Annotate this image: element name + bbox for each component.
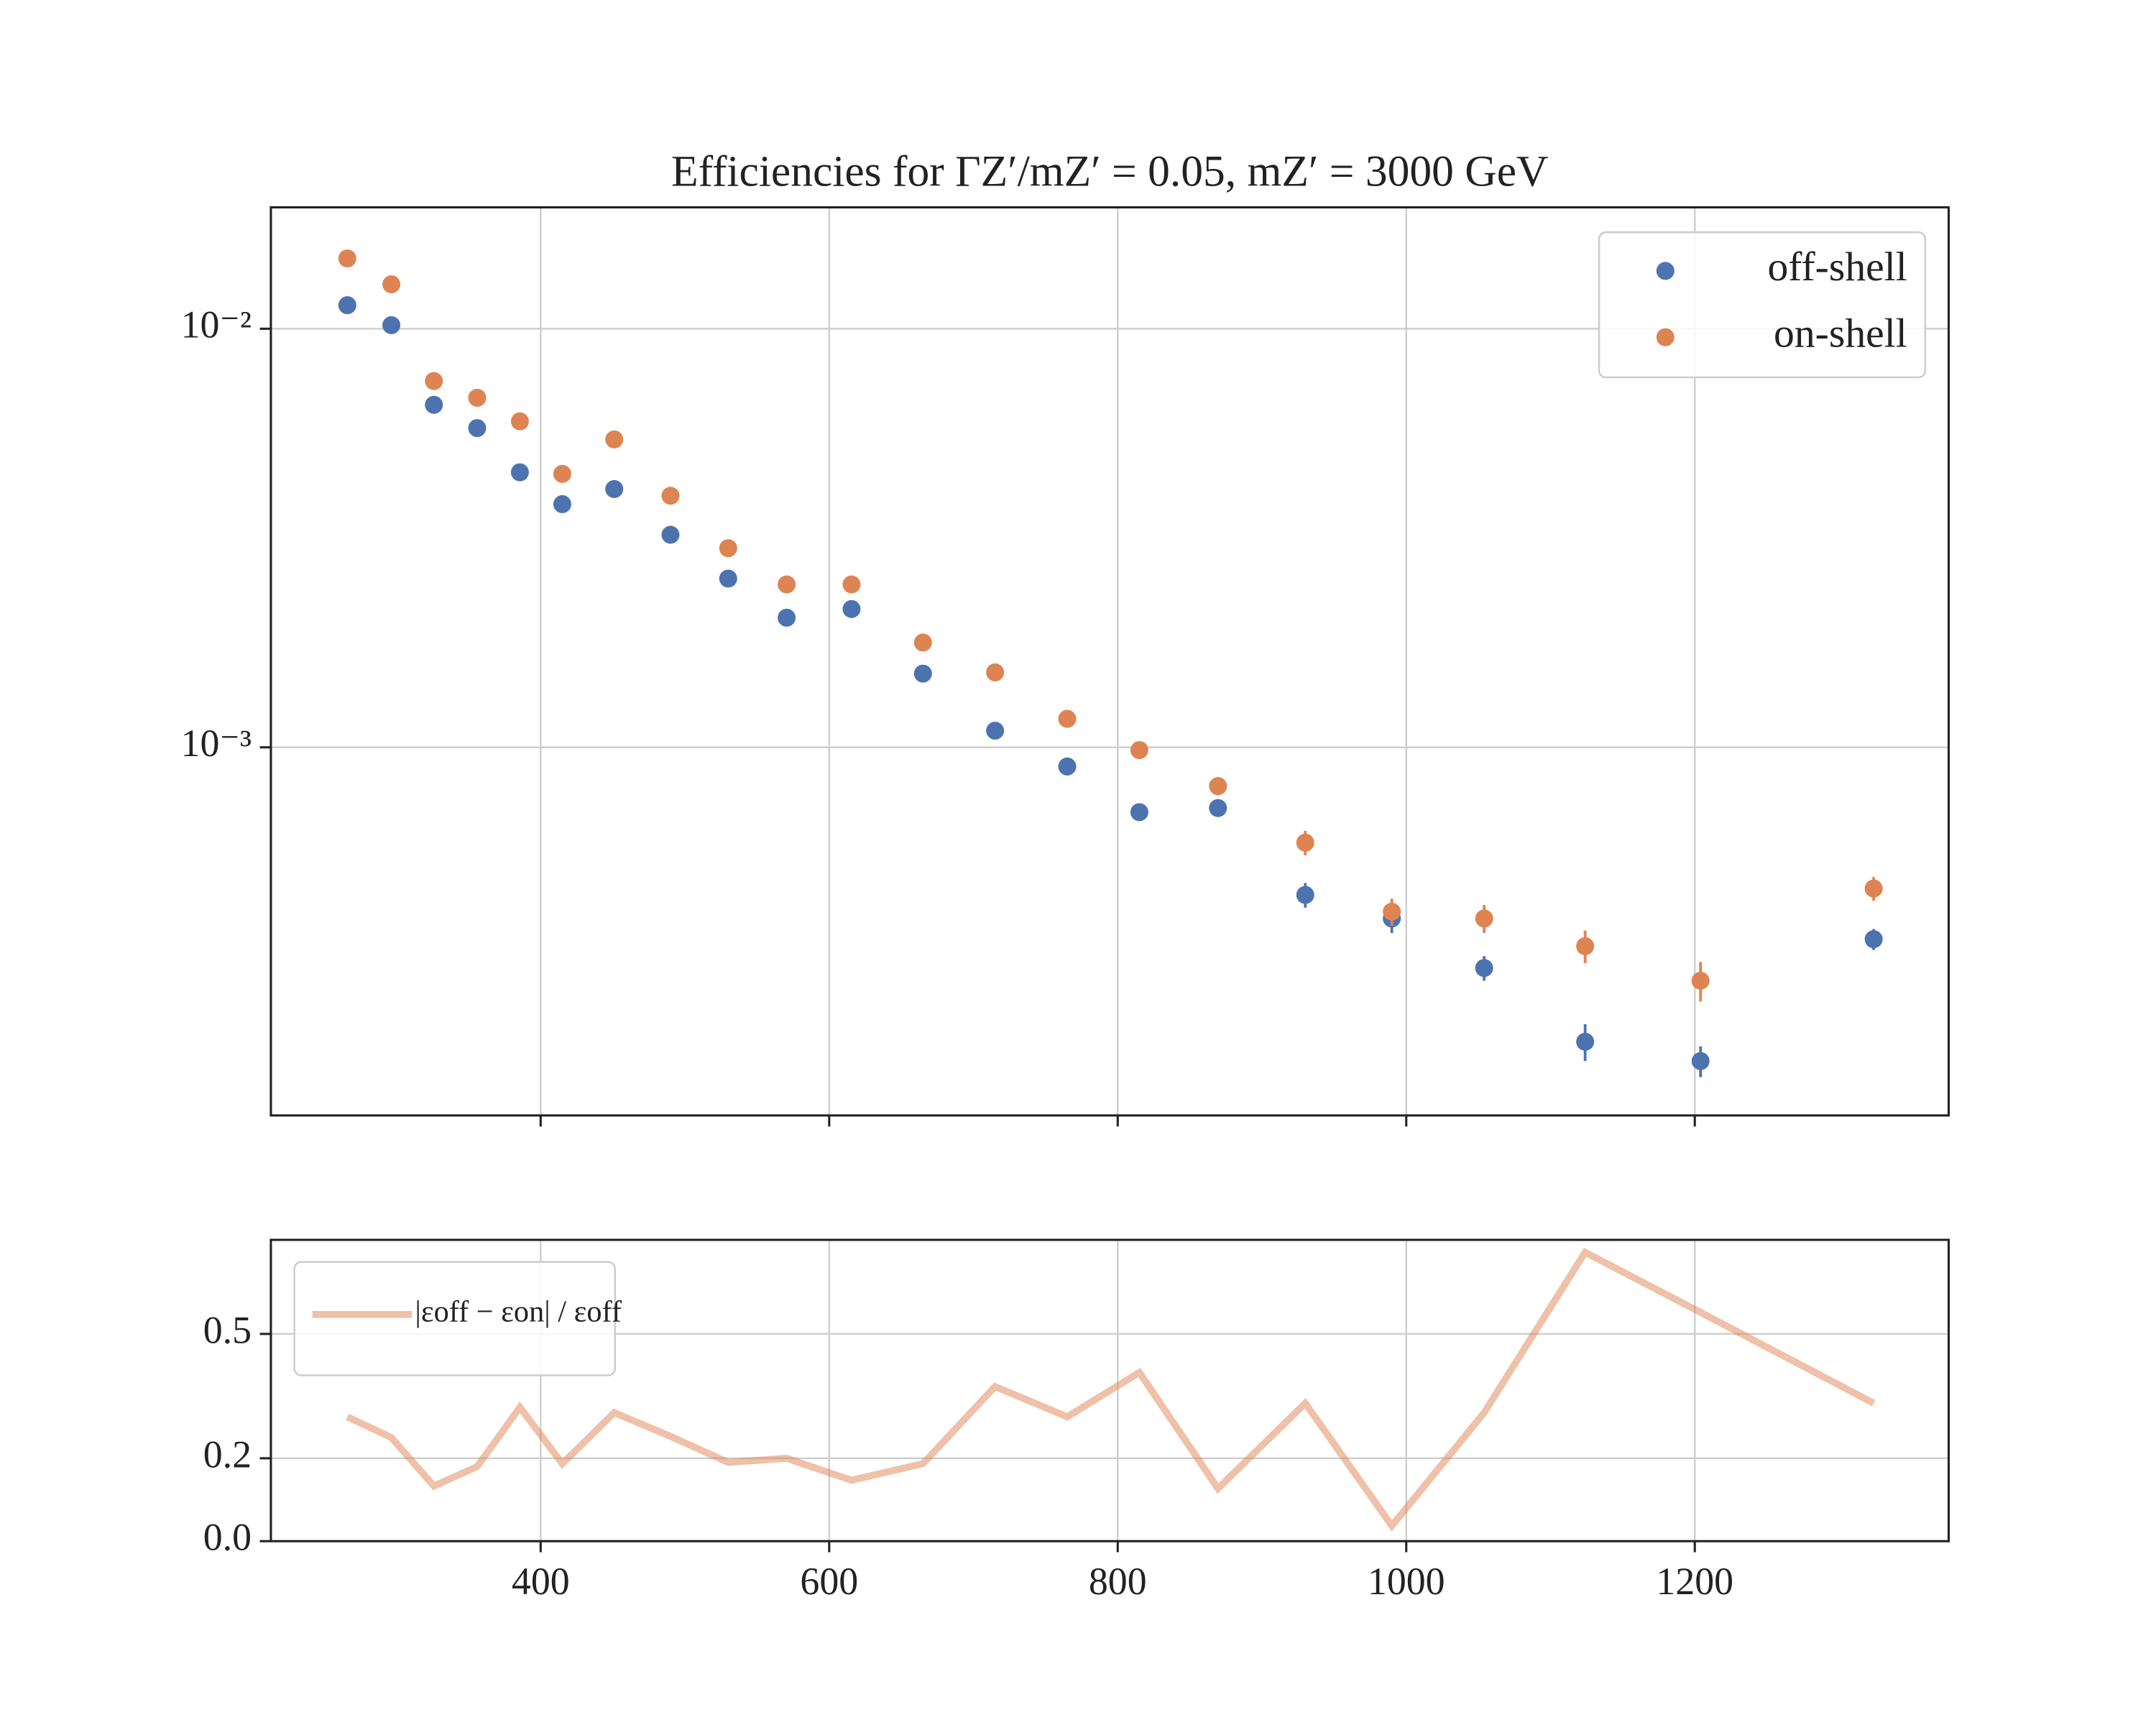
legend-marker — [1656, 262, 1674, 280]
y-tick-label: 0.0 — [203, 1516, 252, 1559]
point — [1864, 879, 1883, 898]
point — [510, 463, 529, 482]
point — [1209, 799, 1227, 817]
point — [382, 275, 401, 294]
point — [719, 569, 737, 588]
point — [338, 296, 356, 315]
point — [661, 487, 680, 505]
y-tick-label: 0.2 — [203, 1432, 252, 1476]
point — [425, 372, 443, 390]
point — [1691, 1052, 1710, 1070]
point — [1576, 1032, 1595, 1051]
y-tick-label: 0.5 — [203, 1308, 252, 1351]
plot-frame — [270, 1238, 1950, 1542]
point — [1864, 930, 1883, 949]
x-tick-label: 600 — [800, 1560, 858, 1603]
plot-frame — [270, 206, 1950, 1117]
point — [468, 388, 487, 407]
legend-box — [1598, 231, 1927, 379]
point — [778, 608, 796, 627]
point — [1296, 833, 1314, 852]
y-tick-label: 10⁻³ — [181, 722, 252, 765]
point — [719, 539, 737, 558]
x-tick-label: 400 — [512, 1560, 570, 1603]
point — [842, 599, 861, 618]
point — [338, 249, 356, 268]
x-tick-label: 1000 — [1368, 1560, 1445, 1603]
point — [1576, 937, 1595, 955]
legend: off-shell on-shell — [1598, 231, 1927, 379]
point — [986, 663, 1005, 682]
point — [1058, 757, 1077, 776]
point — [553, 494, 571, 513]
legend: |εoff − εon| / εoff — [293, 1261, 622, 1376]
point — [1058, 709, 1077, 728]
point — [1475, 909, 1493, 928]
point — [510, 412, 529, 431]
point — [913, 664, 932, 683]
point — [1475, 959, 1493, 978]
point — [1209, 777, 1227, 796]
point — [382, 316, 401, 334]
point — [1130, 741, 1148, 760]
point — [661, 525, 680, 544]
legend-box — [293, 1261, 617, 1376]
point — [1130, 803, 1148, 822]
point — [1296, 886, 1314, 904]
legend-marker — [1656, 328, 1674, 346]
legend-label: |εoff − εon| / εoff — [415, 1295, 622, 1329]
point — [778, 575, 796, 594]
point — [913, 633, 932, 652]
y-tick-label: 10⁻² — [181, 303, 252, 346]
legend-label: on-shell — [1774, 310, 1907, 356]
point — [468, 419, 487, 438]
point — [605, 430, 624, 448]
point — [842, 575, 861, 594]
legend-label: off-shell — [1767, 244, 1907, 290]
x-tick-label: 1200 — [1656, 1560, 1733, 1603]
chart-title: Efficiencies for ΓZ′/mZ′ = 0.05, mZ′ = 3… — [671, 147, 1548, 196]
x-tick-label: 800 — [1089, 1560, 1147, 1603]
point — [553, 464, 571, 483]
point — [1383, 902, 1401, 921]
point — [425, 395, 443, 414]
point — [1691, 971, 1710, 990]
point — [986, 722, 1005, 740]
line — [346, 1247, 1876, 1532]
point — [605, 479, 624, 498]
